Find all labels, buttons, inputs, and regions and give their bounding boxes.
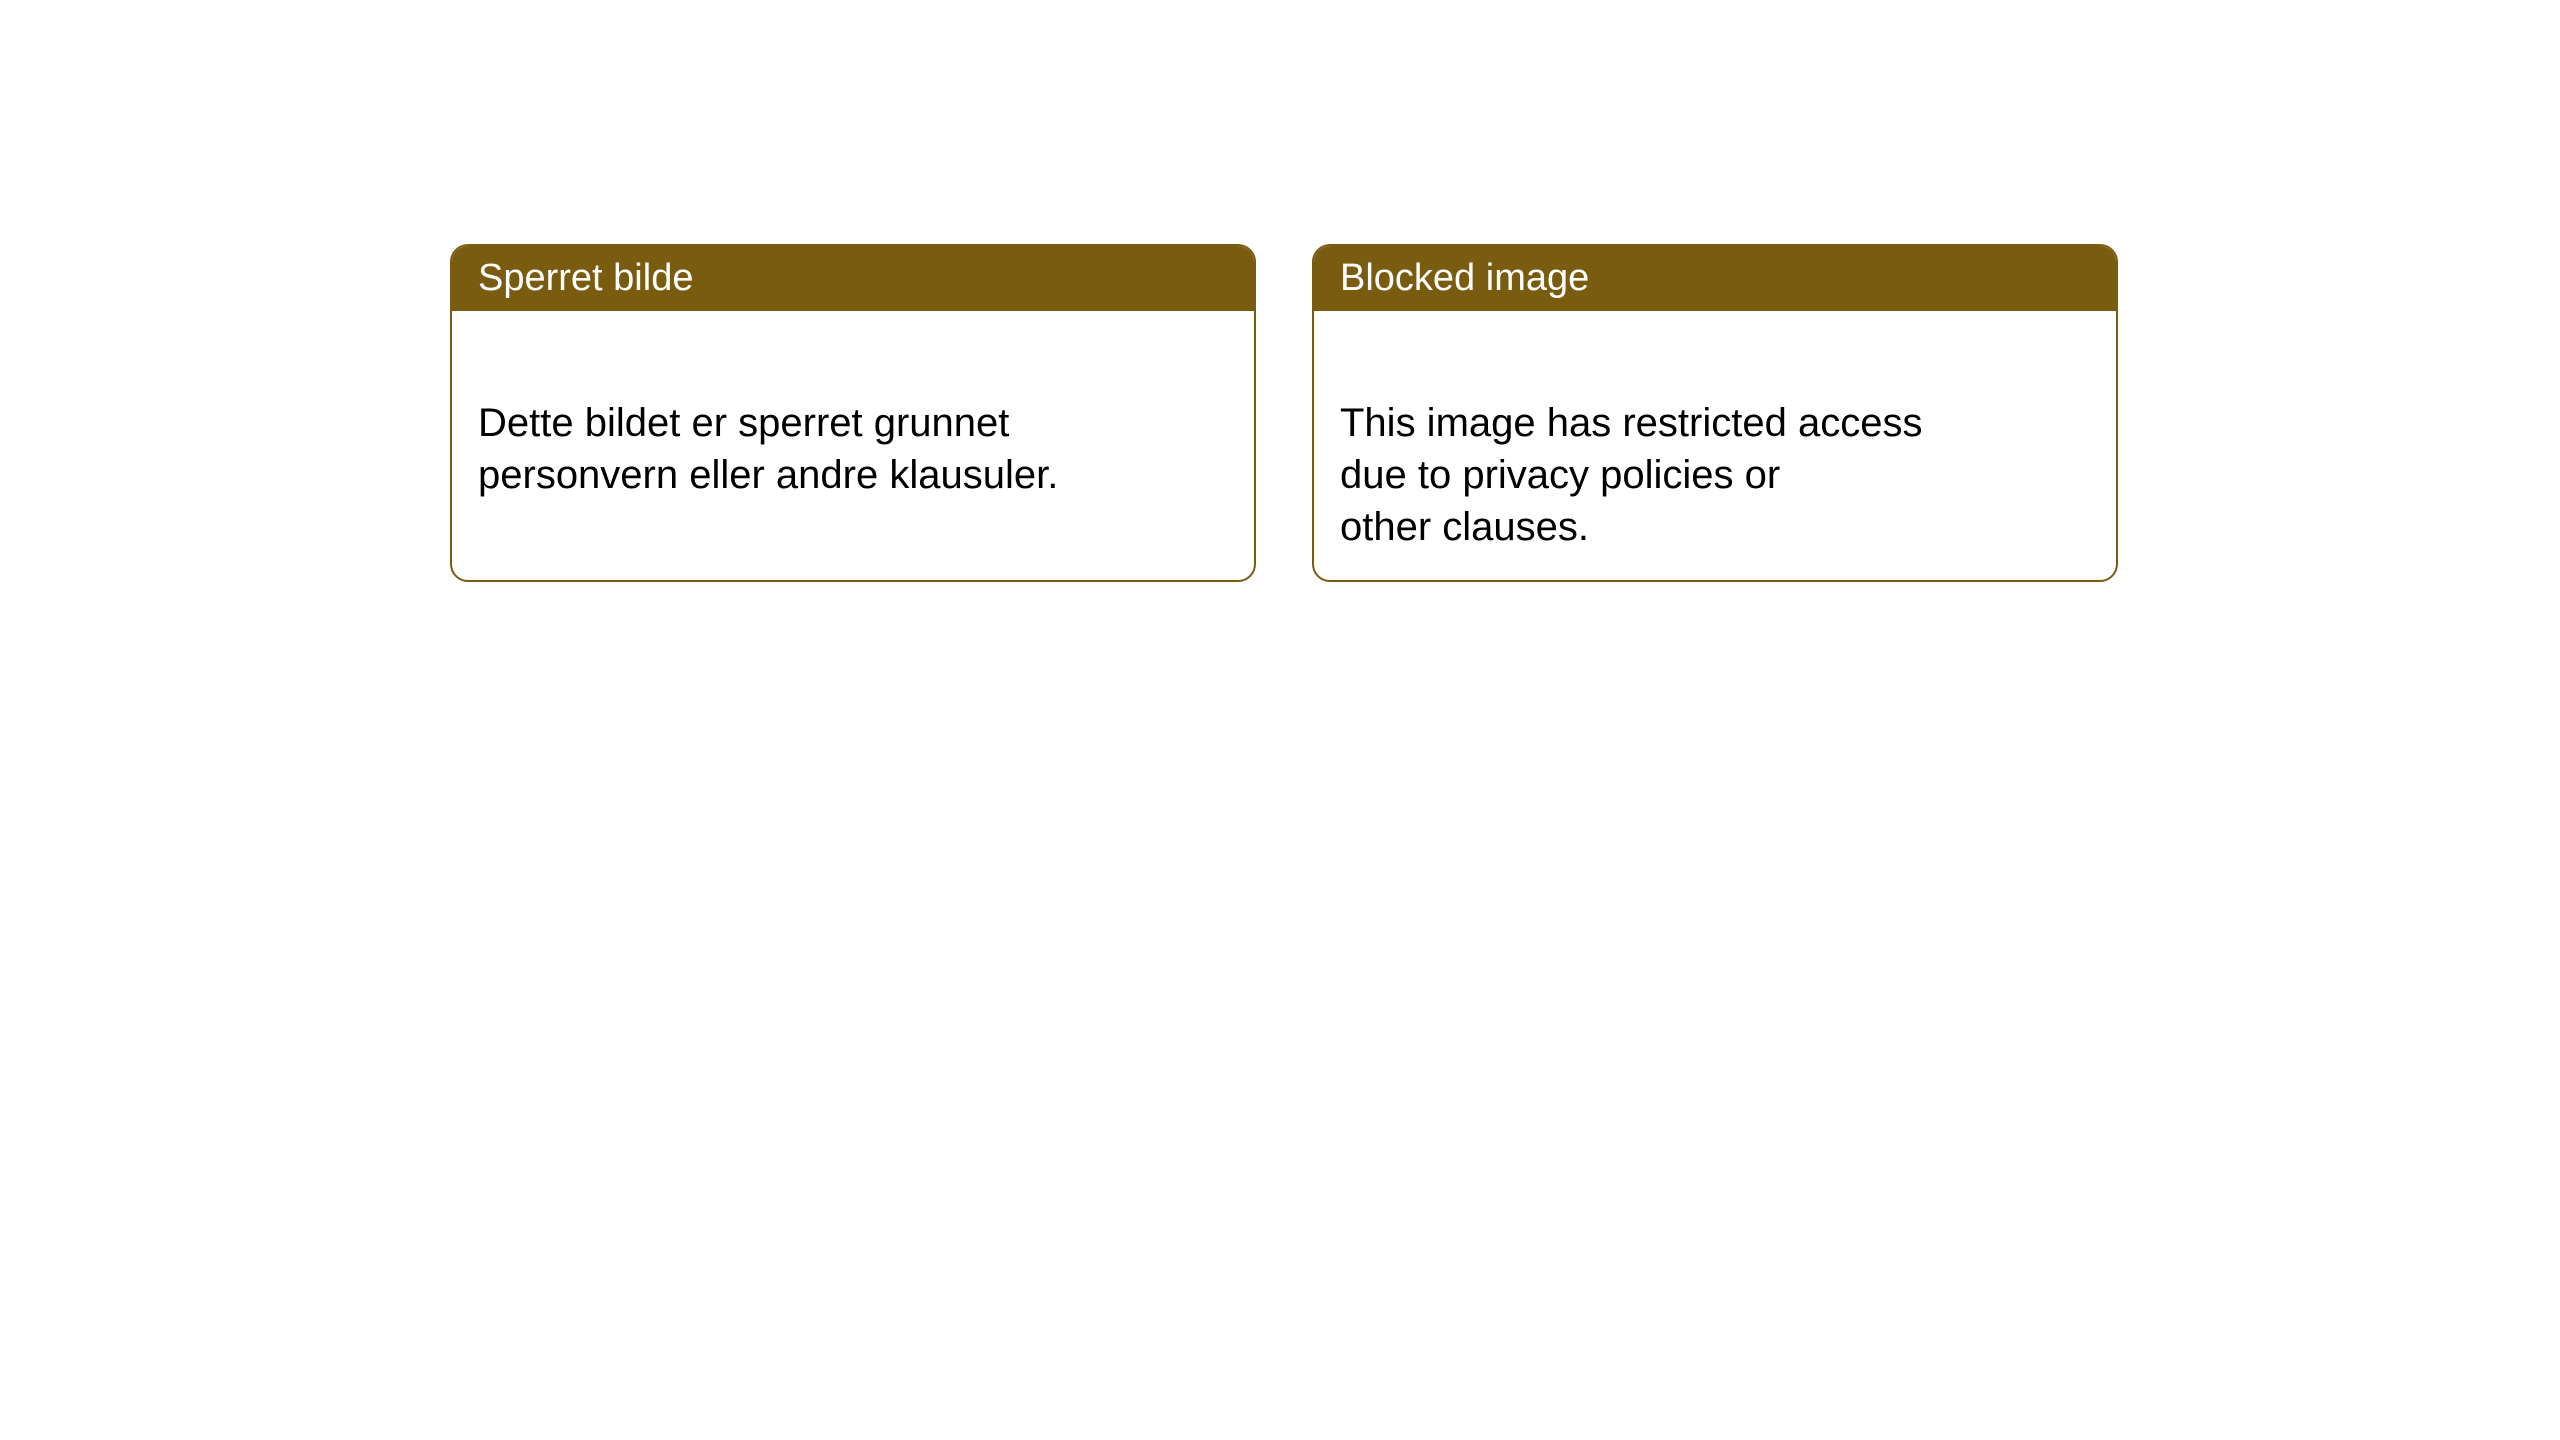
notice-card-english: Blocked image This image has restricted … <box>1312 244 2118 582</box>
notice-card-norwegian: Sperret bilde Dette bildet er sperret gr… <box>450 244 1256 582</box>
card-body-text: Dette bildet er sperret grunnet personve… <box>478 401 1058 497</box>
card-header: Blocked image <box>1314 246 2116 311</box>
card-title: Blocked image <box>1340 257 1589 299</box>
card-title: Sperret bilde <box>478 257 693 299</box>
card-body: This image has restricted access due to … <box>1314 311 2116 582</box>
notice-container: Sperret bilde Dette bildet er sperret gr… <box>0 0 2560 582</box>
card-header: Sperret bilde <box>452 246 1254 311</box>
card-body-text: This image has restricted access due to … <box>1340 401 1922 549</box>
card-body: Dette bildet er sperret grunnet personve… <box>452 311 1254 535</box>
